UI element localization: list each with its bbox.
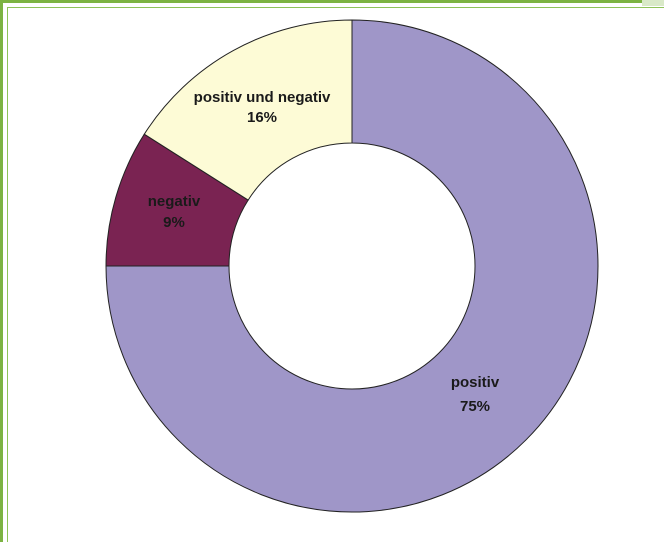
slice-value-negativ: 9% — [163, 214, 185, 231]
slice-label-negativ: negativ — [148, 193, 201, 210]
chart-inner-border — [7, 7, 664, 542]
donut-slices — [105, 19, 599, 513]
slice-label-positiv: positiv — [451, 374, 500, 391]
slice-value-positiv-und-negativ: 16% — [247, 109, 277, 126]
slice-labels: positiv und negativ 16% negativ 9% posit… — [148, 89, 500, 415]
corner-decoration — [642, 0, 664, 6]
slice-positiv-und-negativ — [143, 19, 353, 201]
slice-value-positiv: 75% — [460, 398, 490, 415]
slice-label-positiv-und-negativ: positiv und negativ — [194, 89, 331, 106]
slice-positiv — [105, 19, 599, 513]
